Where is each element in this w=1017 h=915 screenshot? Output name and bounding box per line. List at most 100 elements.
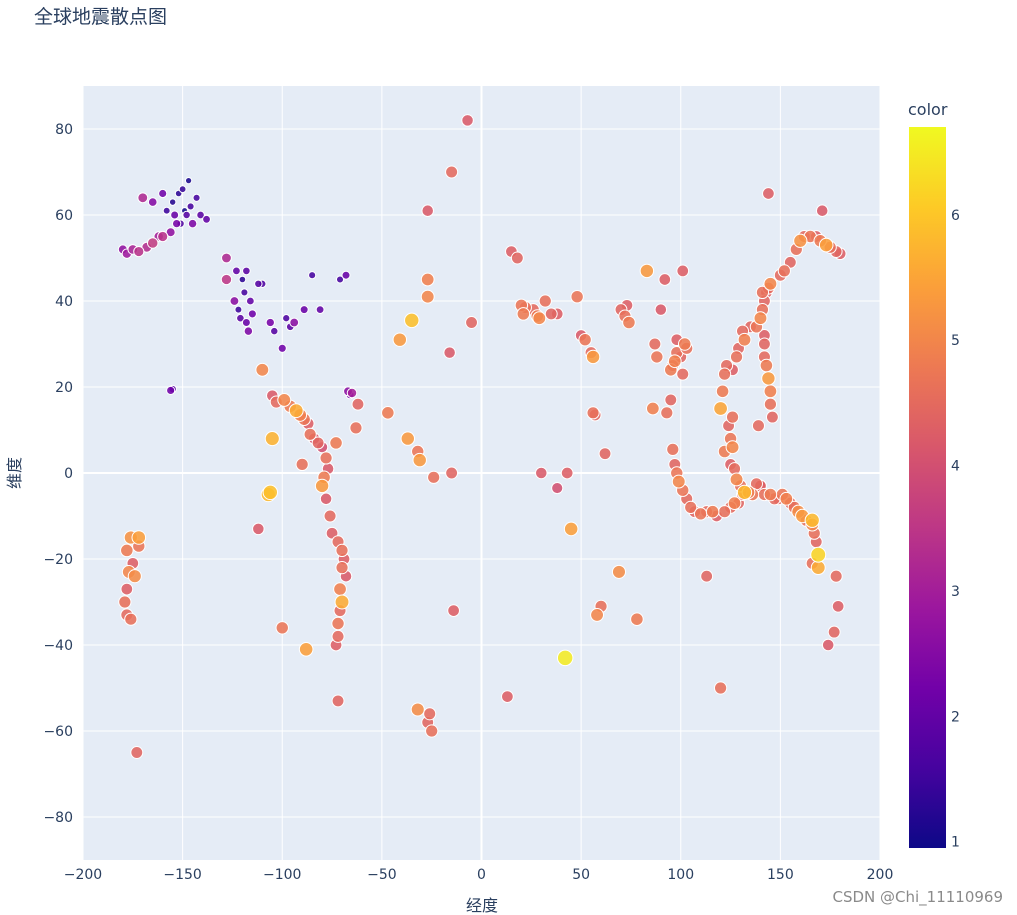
earthquake-point (461, 114, 474, 127)
earthquake-point (319, 492, 333, 506)
earthquake-point (645, 401, 660, 416)
tick-labels: −200 −150 −100 −50 0 50 100 150 200−80−60−40−200… (43, 122, 893, 883)
earthquake-point (295, 457, 309, 472)
earthquake-point (404, 312, 420, 329)
earthquake-point (334, 594, 350, 610)
earthquake-point (516, 307, 531, 321)
earthquake-point (729, 350, 744, 364)
earthquake-point (277, 343, 287, 353)
y-tick-label: 20 (55, 380, 73, 396)
earthquake-point (137, 192, 149, 204)
chart-title: 全球地震散点图 (34, 6, 167, 28)
earthquake-point (247, 309, 257, 319)
earthquake-point (262, 484, 279, 501)
earthquake-point (314, 478, 330, 494)
earthquake-point (400, 431, 415, 446)
earthquake-point (713, 681, 728, 695)
earthquake-point (658, 273, 672, 286)
earthquake-point (221, 252, 232, 264)
earthquake-point (664, 393, 678, 407)
earthquake-point (447, 604, 460, 617)
earthquake-point (131, 530, 147, 545)
earthquake-point (299, 305, 309, 315)
earthquake-point (713, 401, 728, 416)
earthquake-point (341, 270, 351, 280)
earthquake-point (815, 204, 829, 217)
earthquake-point (333, 582, 347, 596)
earthquake-point (425, 724, 439, 738)
earthquake-point (423, 707, 437, 721)
earthquake-point (282, 314, 291, 323)
earthquake-point (157, 230, 169, 243)
earthquake-point (303, 427, 317, 441)
earthquake-point (700, 569, 714, 583)
earthquake-point (331, 694, 345, 708)
earthquake-point (335, 560, 349, 575)
earthquake-point (166, 385, 176, 396)
earthquake-point (563, 521, 579, 537)
earthquake-point (133, 245, 145, 258)
earthquake-point (666, 442, 680, 456)
earthquake-point (622, 315, 636, 330)
earthquake-point (639, 263, 655, 279)
colorbar-ticks: 1 2 3 4 5 6 (951, 208, 960, 851)
earthquake-point (793, 233, 808, 248)
colorbar (909, 127, 946, 848)
earthquake-point (578, 333, 592, 347)
earthquake-point (510, 251, 524, 265)
earthquake-point (392, 332, 408, 347)
earthquake-point (717, 367, 732, 381)
earthquake-point (763, 397, 778, 411)
earthquake-point (120, 582, 134, 596)
colorbar-tick-label: 1 (951, 835, 960, 851)
earthquake-point (727, 496, 742, 510)
earthquake-point (238, 275, 247, 284)
earthquake-point (170, 210, 180, 220)
earthquake-point (220, 273, 233, 286)
earthquake-point (264, 431, 280, 447)
earthquake-point (288, 403, 304, 419)
earthquake-point (804, 512, 820, 528)
earthquake-point (351, 397, 365, 411)
earthquake-point (427, 470, 441, 484)
earthquake-point (532, 311, 547, 326)
x-axis-title: 经度 (466, 896, 498, 915)
earthquake-point (381, 406, 395, 420)
earthquake-point (127, 569, 142, 584)
earthquake-point (717, 505, 732, 519)
earthquake-point (660, 406, 674, 420)
earthquake-point (232, 266, 241, 276)
earthquake-point (420, 289, 435, 304)
earthquake-point (831, 599, 845, 613)
earthquake-point (705, 504, 720, 519)
earthquake-point (410, 702, 425, 717)
earthquake-point (335, 275, 345, 284)
earthquake-point (329, 436, 343, 450)
earthquake-point (544, 307, 558, 321)
earthquake-point (147, 197, 158, 207)
earthquake-point (319, 451, 333, 465)
earthquake-point (445, 165, 459, 179)
y-axis-title: 维度 (5, 457, 24, 489)
earthquake-point (715, 384, 730, 399)
earthquake-point (277, 392, 292, 407)
earthquake-point (590, 607, 605, 622)
earthquake-point (630, 612, 644, 626)
earthquake-point (229, 296, 240, 306)
x-tick-label: 200 (867, 867, 894, 883)
earthquake-point (765, 410, 779, 424)
earthquake-point (445, 466, 459, 480)
y-tick-label: 0 (64, 466, 73, 482)
earthquake-point (346, 387, 358, 399)
earthquake-point (538, 294, 552, 308)
earthquake-point (323, 509, 337, 523)
earthquake-point (556, 649, 574, 667)
earthquake-point (255, 362, 270, 377)
x-tick-label: 50 (572, 867, 590, 883)
y-tick-label: 80 (55, 122, 73, 138)
earthquake-point (243, 326, 254, 336)
earthquake-point (648, 337, 662, 351)
earthquake-point (763, 384, 778, 399)
earthquake-point (186, 202, 195, 211)
watermark-text: CSDN @Chi_11110969 (832, 888, 1003, 907)
